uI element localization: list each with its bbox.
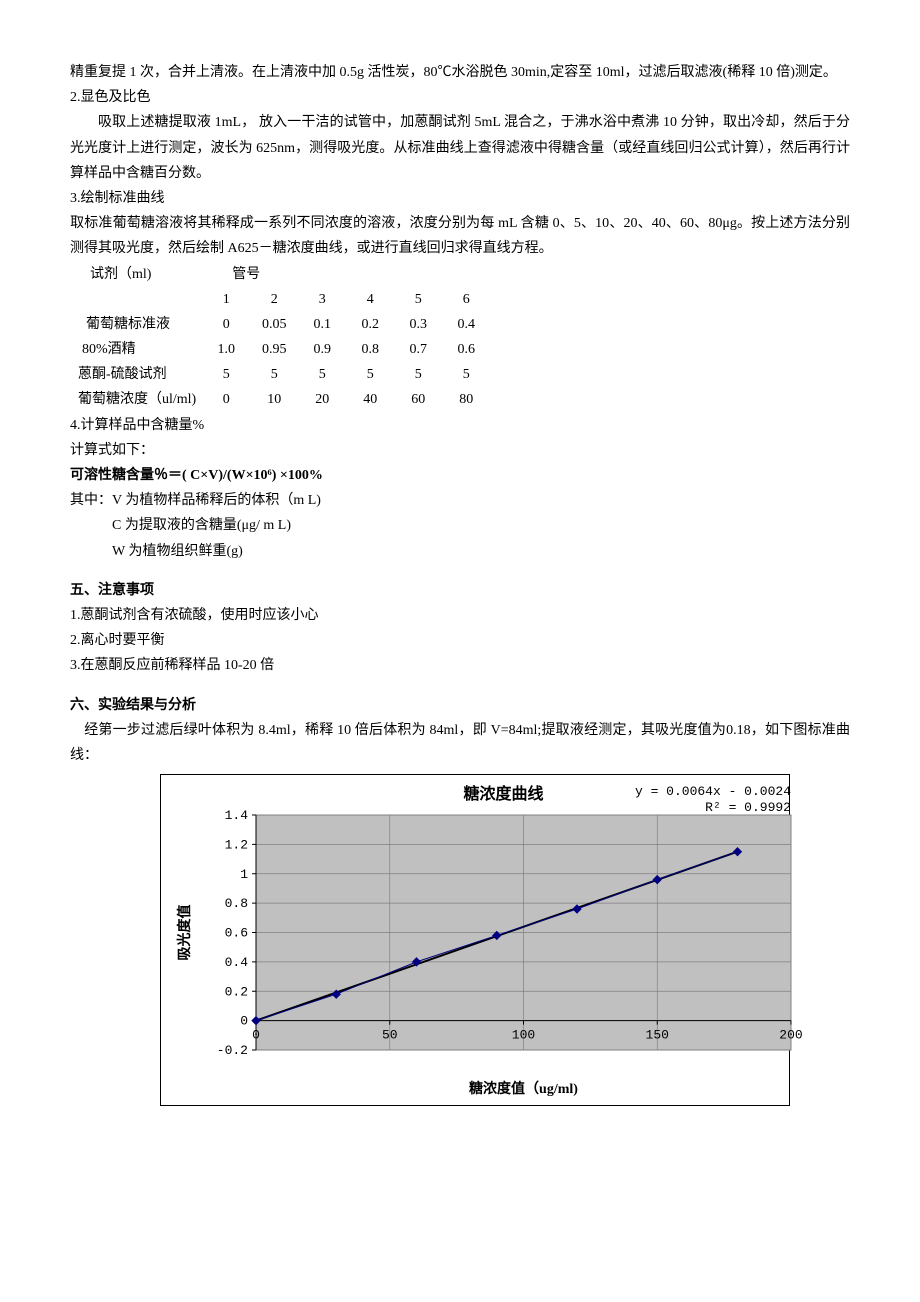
step-title: 3.绘制标准曲线	[70, 186, 850, 211]
col-label: 6	[448, 287, 496, 312]
svg-text:50: 50	[382, 1028, 398, 1043]
table-row: 试剂（ml) 管号	[78, 262, 496, 287]
col-label: 2	[256, 287, 304, 312]
cell: 0.95	[256, 337, 304, 362]
cell: 0.8	[352, 337, 400, 362]
svg-text:200: 200	[779, 1028, 802, 1043]
cell: 0.6	[448, 337, 496, 362]
cell: 80	[448, 387, 496, 412]
col-label: 1	[208, 287, 256, 312]
svg-text:糖浓度值（ug/ml): 糖浓度值（ug/ml)	[469, 1080, 578, 1097]
svg-text:0: 0	[252, 1028, 260, 1043]
cell: 0.2	[352, 312, 400, 337]
body-text: 吸取上述糖提取液 1mL， 放入一干洁的试管中，加蒽酮试剂 5mL 混合之，于沸…	[70, 110, 850, 186]
svg-text:0.6: 0.6	[225, 926, 248, 941]
table-row: 葡萄糖浓度（ul/ml) 0 10 20 40 60 80	[78, 387, 496, 412]
body-text: 取标准葡萄糖溶液将其稀释成一系列不同浓度的溶液，浓度分别为每 mL 含糖 0、5…	[70, 211, 850, 261]
list-item: 3.在蒽酮反应前稀释样品 10-20 倍	[70, 653, 850, 678]
step-title: 4.计算样品中含糖量%	[70, 413, 850, 438]
formula-text: 可溶性糖含量％＝( C×V)/(W×10⁶) ×100%	[70, 463, 850, 488]
cell: 0.05	[256, 312, 304, 337]
cell: 60	[400, 387, 448, 412]
cell: 1.0	[208, 337, 256, 362]
cell: 0	[208, 312, 256, 337]
col-label: 3	[304, 287, 352, 312]
svg-text:R² = 0.9992: R² = 0.9992	[705, 800, 791, 815]
svg-text:-0.2: -0.2	[217, 1043, 248, 1058]
table-row: 蒽酮-硫酸试剂 5 5 5 5 5 5	[78, 362, 496, 387]
row-label: 葡萄糖浓度（ul/ml)	[78, 387, 208, 412]
cell: 20	[304, 387, 352, 412]
col-label: 5	[400, 287, 448, 312]
svg-text:糖浓度曲线: 糖浓度曲线	[463, 784, 543, 803]
row-label: 葡萄糖标准液	[78, 312, 208, 337]
body-text: 经第一步过滤后绿叶体积为 8.4ml，稀释 10 倍后体积为 84ml，即 V=…	[70, 718, 850, 768]
reagent-table: 试剂（ml) 管号 1 2 3 4 5 6 葡萄糖标准液 0 0.05 0.1 …	[78, 262, 496, 413]
row-label: 蒽酮-硫酸试剂	[78, 362, 208, 387]
row-label: 80%酒精	[78, 337, 208, 362]
sugar-concentration-chart: 0 50 100 150 200 -0.2 0 0.2 0.4 0.6 0.8 1 1.2 1.4 糖浓度曲…	[161, 775, 821, 1105]
chart-container: 050100150200-0.200.20.40.60.811.21.4糖浓度曲…	[160, 774, 790, 1106]
body-text: 精重复提 1 次，合并上清液。在上清液中加 0.5g 活性炭，80℃水浴脱色 3…	[70, 60, 850, 85]
table-header-reagent: 试剂（ml)	[78, 262, 208, 287]
svg-text:0.8: 0.8	[225, 896, 248, 911]
section-title: 六、实验结果与分析	[70, 693, 850, 718]
svg-text:100: 100	[512, 1028, 535, 1043]
table-header-tube: 管号	[208, 262, 496, 287]
cell: 10	[256, 387, 304, 412]
cell: 5	[352, 362, 400, 387]
table-row: 1 2 3 4 5 6	[78, 287, 496, 312]
svg-text:0: 0	[240, 1014, 248, 1029]
svg-text:0.4: 0.4	[225, 955, 249, 970]
cell: 5	[256, 362, 304, 387]
col-label: 4	[352, 287, 400, 312]
svg-text:0.2: 0.2	[225, 984, 248, 999]
svg-text:1.2: 1.2	[225, 837, 248, 852]
list-item: 1.蒽酮试剂含有浓硫酸，使用时应该小心	[70, 603, 850, 628]
list-item: 2.离心时要平衡	[70, 628, 850, 653]
svg-text:y = 0.0064x - 0.0024: y = 0.0064x - 0.0024	[635, 784, 791, 799]
body-text: 其中：V 为植物样品稀释后的体积（m L)	[70, 488, 850, 513]
cell: 0	[208, 387, 256, 412]
cell: 5	[448, 362, 496, 387]
cell: 0.7	[400, 337, 448, 362]
cell: 0.4	[448, 312, 496, 337]
cell: 0.9	[304, 337, 352, 362]
svg-text:吸光度值: 吸光度值	[176, 905, 193, 961]
section-title: 五、注意事项	[70, 578, 850, 603]
body-text: W 为植物组织鲜重(g)	[70, 539, 850, 564]
table-row: 80%酒精 1.0 0.95 0.9 0.8 0.7 0.6	[78, 337, 496, 362]
cell: 5	[208, 362, 256, 387]
svg-text:1.4: 1.4	[225, 808, 249, 823]
svg-text:150: 150	[646, 1028, 669, 1043]
table-row: 葡萄糖标准液 0 0.05 0.1 0.2 0.3 0.4	[78, 312, 496, 337]
cell: 5	[400, 362, 448, 387]
step-title: 2.显色及比色	[70, 85, 850, 110]
cell: 0.3	[400, 312, 448, 337]
cell: 0.1	[304, 312, 352, 337]
cell: 40	[352, 387, 400, 412]
cell: 5	[304, 362, 352, 387]
body-text: 计算式如下：	[70, 438, 850, 463]
svg-text:1: 1	[240, 867, 248, 882]
body-text: C 为提取液的含糖量(μg/ m L)	[70, 513, 850, 538]
